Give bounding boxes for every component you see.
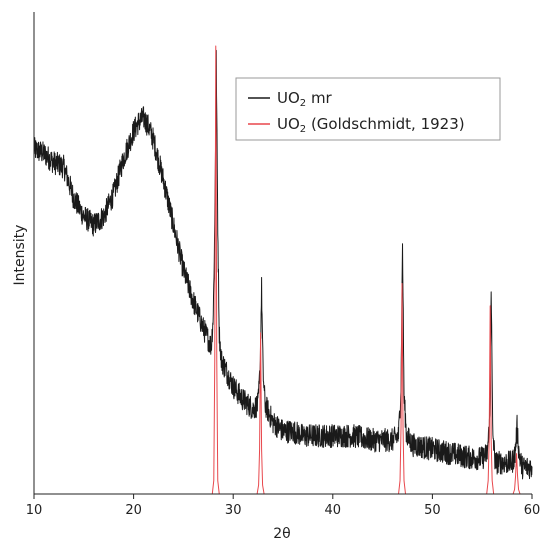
legend-box — [235, 77, 501, 141]
x-tick-label-0: 10 — [26, 503, 43, 518]
x-axis-label: 2θ — [273, 526, 290, 542]
legend-entry-0-suffix: mr — [306, 89, 332, 107]
x-tick-label-5: 60 — [524, 503, 541, 518]
legend-entry-0-prefix: UO — [277, 89, 300, 107]
legend-entry-0-sub: 2 — [300, 98, 306, 109]
x-tick-label-2: 30 — [225, 503, 242, 518]
legend-entry-1: UO2 (Goldschmidt, 1923) — [277, 115, 465, 135]
series-line-0 — [33, 49, 533, 480]
x-tick-label-4: 50 — [424, 503, 441, 518]
legend-entry-0: UO2 mr — [277, 89, 333, 109]
x-tick-label-1: 20 — [125, 503, 142, 518]
plot-area: 10 20 30 40 50 60 — [26, 12, 541, 518]
x-tick-label-3: 40 — [325, 503, 342, 518]
x-ticks: 10 20 30 40 50 60 — [26, 494, 541, 518]
legend-entry-1-prefix: UO — [277, 115, 300, 133]
legend-entry-1-sub: 2 — [300, 124, 306, 135]
legend-entry-1-suffix: (Goldschmidt, 1923) — [306, 115, 464, 133]
legend: UO2 mr UO2 (Goldschmidt, 1923) — [235, 77, 501, 141]
y-axis-label: Intensity — [12, 225, 28, 286]
